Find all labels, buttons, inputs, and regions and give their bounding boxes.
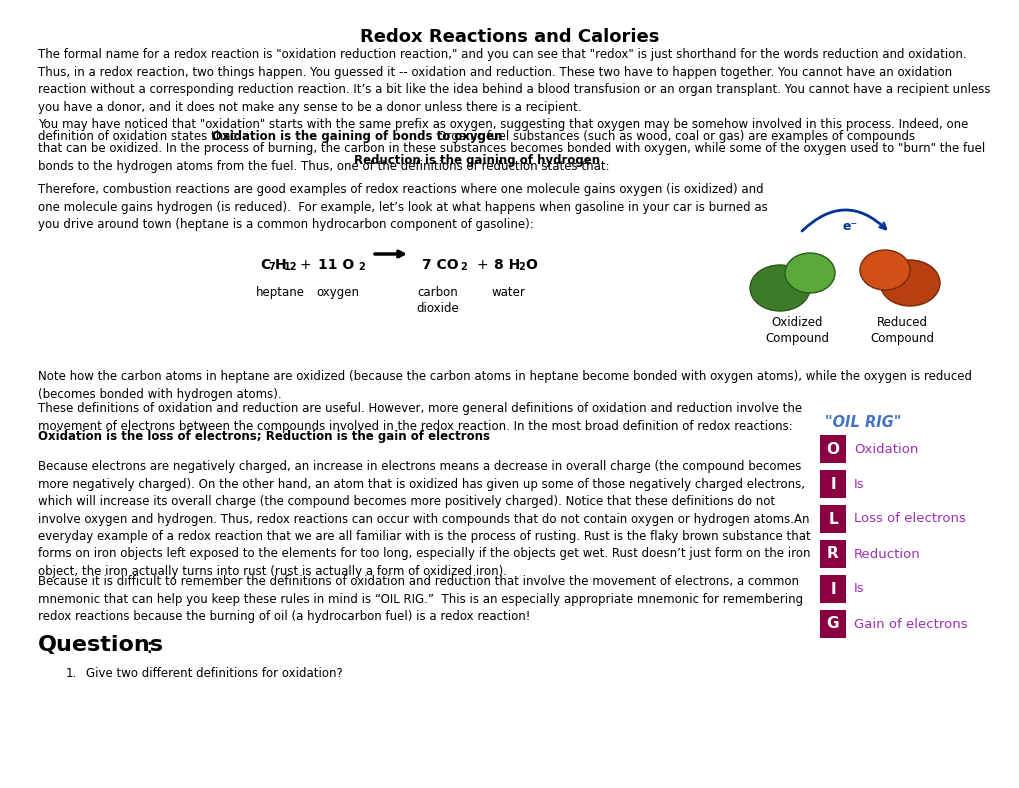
Text: water: water [490, 286, 525, 299]
Text: L: L [827, 511, 837, 526]
Text: These definitions of oxidation and reduction are useful. However, more general d: These definitions of oxidation and reduc… [38, 402, 801, 433]
Text: Oxidation is the gaining of bonds to oxygen: Oxidation is the gaining of bonds to oxy… [212, 130, 502, 143]
Text: Is: Is [853, 478, 864, 490]
Text: Note how the carbon atoms in heptane are oxidized (because the carbon atoms in h: Note how the carbon atoms in heptane are… [38, 370, 971, 400]
Text: 2: 2 [518, 262, 524, 272]
Text: Therefore, combustion reactions are good examples of redox reactions where one m: Therefore, combustion reactions are good… [38, 183, 767, 231]
Text: 8 H: 8 H [493, 258, 520, 272]
Text: 2: 2 [460, 262, 467, 272]
Text: Because it is difficult to remember the definitions of oxidation and reduction t: Because it is difficult to remember the … [38, 575, 802, 623]
Ellipse shape [785, 253, 835, 293]
Text: Reduction: Reduction [853, 548, 920, 560]
Text: I: I [829, 582, 835, 597]
Text: oxygen: oxygen [316, 286, 359, 299]
Text: O: O [525, 258, 536, 272]
Text: Redox Reactions and Calories: Redox Reactions and Calories [360, 28, 659, 46]
Text: The formal name for a redox reaction is "oxidation reduction reaction," and you : The formal name for a redox reaction is … [38, 48, 989, 113]
Ellipse shape [859, 250, 909, 290]
Bar [819, 540, 845, 568]
Ellipse shape [749, 265, 809, 311]
Text: Oxidized
Compound: Oxidized Compound [764, 316, 828, 344]
Text: R: R [826, 547, 838, 562]
Text: that can be oxidized. In the process of burning, the carbon in these substances : that can be oxidized. In the process of … [38, 142, 984, 173]
Text: definition of oxidation states that:: definition of oxidation states that: [38, 130, 247, 143]
Bar [819, 575, 845, 603]
Bar [819, 470, 845, 498]
Text: Reduced
Compound: Reduced Compound [869, 316, 933, 344]
Bar [819, 435, 845, 463]
Text: "OIL RIG": "OIL RIG" [824, 415, 901, 430]
Text: Oxidation is the loss of electrons; Reduction is the gain of electrons: Oxidation is the loss of electrons; Redu… [38, 430, 489, 443]
Text: e⁻: e⁻ [842, 220, 857, 233]
Text: 11 O: 11 O [318, 258, 354, 272]
Text: Questions: Questions [38, 635, 164, 655]
Text: :: : [145, 637, 153, 657]
Text: You may have noticed that "oxidation" starts with the same prefix as oxygen, sug: You may have noticed that "oxidation" st… [38, 118, 967, 131]
Text: Gain of electrons: Gain of electrons [853, 618, 967, 630]
Text: Reduction is the gaining of hydrogen: Reduction is the gaining of hydrogen [354, 154, 599, 167]
Text: Oxidation: Oxidation [853, 443, 917, 455]
Text: Organic fuel substances (such as wood, coal or gas) are examples of compounds: Organic fuel substances (such as wood, c… [426, 130, 914, 143]
Text: 7 CO: 7 CO [422, 258, 459, 272]
Text: carbon
dioxide: carbon dioxide [416, 286, 459, 315]
Text: +: + [477, 258, 488, 272]
Text: I: I [829, 477, 835, 492]
Ellipse shape [879, 260, 940, 306]
Text: 1.: 1. [66, 667, 77, 680]
Text: 2: 2 [358, 262, 365, 272]
Text: +: + [300, 258, 312, 272]
Text: Because electrons are negatively charged, an increase in electrons means a decre: Because electrons are negatively charged… [38, 460, 810, 578]
Text: G: G [826, 616, 839, 631]
Text: Is: Is [853, 582, 864, 596]
Text: 7: 7 [268, 262, 274, 272]
Text: O: O [825, 441, 839, 456]
Text: Loss of electrons: Loss of electrons [853, 512, 965, 526]
Text: 12: 12 [283, 262, 298, 272]
Text: heptane: heptane [255, 286, 305, 299]
Text: Give two different definitions for oxidation?: Give two different definitions for oxida… [86, 667, 342, 680]
Text: C: C [260, 258, 270, 272]
Text: H: H [275, 258, 286, 272]
Bar [819, 610, 845, 638]
Bar [819, 505, 845, 533]
